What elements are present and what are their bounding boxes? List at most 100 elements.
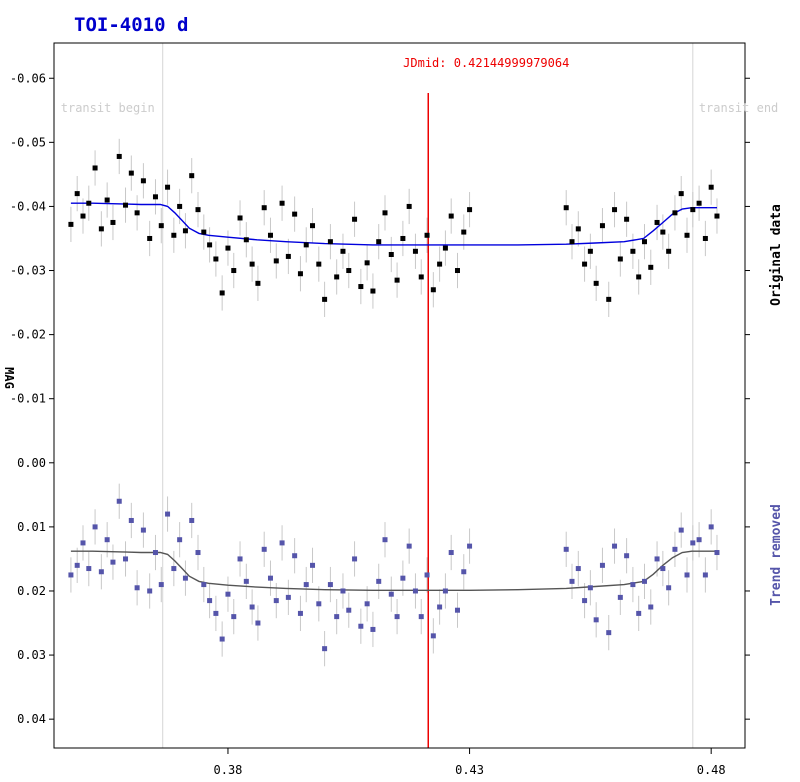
data-point	[279, 540, 285, 546]
y-tick-label: -0.02	[10, 328, 46, 342]
data-point	[292, 553, 298, 559]
data-point	[116, 498, 122, 504]
data-point	[599, 562, 605, 568]
data-point	[418, 614, 424, 620]
data-point	[684, 232, 690, 238]
data-point	[322, 296, 328, 302]
data-point	[195, 550, 201, 556]
data-point	[376, 578, 382, 584]
data-point	[641, 578, 647, 584]
data-point	[400, 575, 406, 581]
data-point	[340, 588, 346, 594]
data-point	[654, 556, 660, 562]
data-point	[201, 582, 207, 588]
data-point	[666, 248, 672, 254]
data-point	[128, 170, 134, 176]
data-point	[394, 277, 400, 283]
data-point	[575, 226, 581, 232]
data-point	[666, 585, 672, 591]
data-point	[702, 572, 708, 578]
data-point	[430, 287, 436, 293]
data-point	[412, 248, 418, 254]
y-axis-label: MAG	[2, 367, 16, 389]
data-point	[352, 556, 358, 562]
data-point	[624, 553, 630, 559]
data-point	[582, 261, 588, 267]
data-point	[237, 215, 243, 221]
data-point	[636, 610, 642, 616]
data-point	[593, 280, 599, 286]
plot-frame	[53, 42, 746, 749]
data-point	[171, 232, 177, 238]
data-point	[152, 550, 158, 556]
data-point	[412, 588, 418, 594]
data-point	[327, 582, 333, 588]
data-point	[672, 546, 678, 552]
model-curves	[70, 202, 717, 591]
data-point	[370, 626, 376, 632]
data-point	[225, 245, 231, 251]
data-point	[587, 248, 593, 254]
data-point	[165, 184, 171, 190]
data-point	[461, 569, 467, 575]
marker-lines	[162, 43, 694, 748]
data-point	[207, 598, 213, 604]
data-point	[437, 261, 443, 267]
model-curve	[70, 202, 717, 246]
data-point	[213, 610, 219, 616]
data-point	[467, 543, 473, 549]
y-tick-label: -0.05	[10, 135, 46, 149]
data-point	[424, 572, 430, 578]
data-point	[303, 582, 309, 588]
data-point	[195, 207, 201, 213]
data-point	[678, 191, 684, 197]
data-point	[641, 239, 647, 245]
data-point	[273, 598, 279, 604]
data-point	[255, 280, 261, 286]
data-point	[606, 296, 612, 302]
data-point	[310, 562, 316, 568]
data-point	[593, 617, 599, 623]
data-point	[297, 271, 303, 277]
data-point	[158, 223, 164, 229]
data-point	[303, 242, 309, 248]
data-point	[158, 582, 164, 588]
data-point	[346, 268, 352, 274]
y-tick-label: -0.06	[10, 71, 46, 85]
data-point	[424, 232, 430, 238]
data-point	[134, 210, 140, 216]
data-point	[388, 591, 394, 597]
data-point	[606, 630, 612, 636]
data-point	[454, 268, 460, 274]
data-point	[285, 253, 291, 259]
data-point	[243, 237, 249, 243]
y-tick-label: 0.00	[17, 456, 46, 470]
data-point	[696, 537, 702, 543]
data-point	[563, 205, 569, 211]
data-point	[74, 562, 80, 568]
data-point	[207, 242, 213, 248]
data-point	[177, 537, 183, 543]
axes: -0.06 -0.05 -0.04 -0.03 -0.02 -0.01 0.00 0.01 0.…	[10, 71, 750, 777]
data-point	[648, 604, 654, 610]
data-point	[648, 264, 654, 270]
data-point	[261, 546, 267, 552]
data-point	[123, 556, 129, 562]
data-point	[104, 537, 110, 543]
data-point	[231, 268, 237, 274]
data-point	[140, 527, 146, 533]
data-points	[68, 153, 720, 652]
data-point	[442, 588, 448, 594]
data-point	[678, 527, 684, 533]
data-point	[406, 203, 412, 209]
data-point	[630, 248, 636, 254]
data-point	[660, 566, 666, 572]
data-point	[68, 572, 74, 578]
data-point	[461, 229, 467, 235]
data-point	[630, 582, 636, 588]
data-point	[98, 226, 104, 232]
data-point	[68, 221, 74, 227]
data-point	[104, 197, 110, 203]
data-point	[116, 153, 122, 159]
